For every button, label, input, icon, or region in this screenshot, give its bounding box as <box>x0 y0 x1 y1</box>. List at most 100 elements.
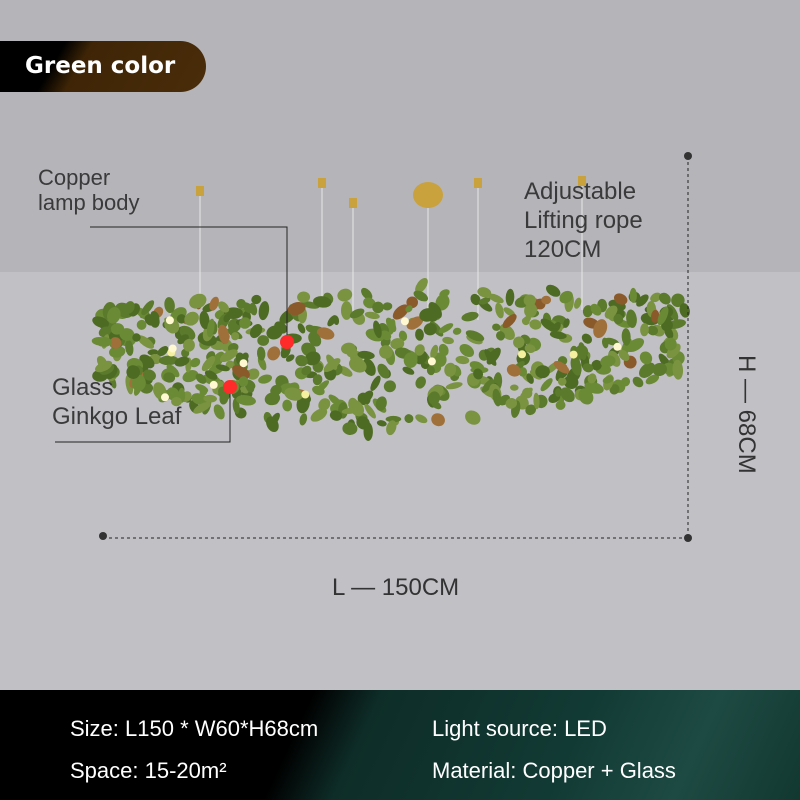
leaf <box>505 288 515 306</box>
leaf <box>209 296 219 311</box>
leaf <box>213 404 225 420</box>
leaf <box>645 374 660 385</box>
leaf <box>206 318 215 338</box>
leaf <box>382 302 393 311</box>
leaf <box>492 323 501 331</box>
length-dimension: L — 150CM <box>332 574 460 601</box>
leaf <box>465 330 485 342</box>
leaf <box>415 328 424 341</box>
leaf <box>203 394 217 403</box>
leaf <box>337 288 353 302</box>
leaf <box>639 351 653 365</box>
leaf <box>218 301 230 313</box>
leaf <box>385 415 402 423</box>
led-bulb <box>168 344 177 353</box>
leaf <box>157 346 169 357</box>
leaf <box>620 377 631 387</box>
leaf <box>305 351 321 366</box>
leaf <box>629 287 637 303</box>
leaf <box>403 352 418 368</box>
spec-light-source: Light source: LED <box>432 716 607 741</box>
leaf <box>318 398 331 411</box>
leaf <box>636 294 649 307</box>
leaf <box>266 325 283 340</box>
leaf <box>570 356 582 376</box>
leaf <box>301 365 312 376</box>
leaf <box>555 388 562 397</box>
leaf <box>383 380 396 393</box>
leaf <box>183 338 195 352</box>
leaf <box>199 310 210 330</box>
led-bulb <box>301 390 310 399</box>
leaf <box>590 303 602 316</box>
leaf <box>435 294 450 311</box>
led-bulb <box>400 317 409 326</box>
leaf <box>282 399 293 412</box>
leaf <box>640 323 649 337</box>
leaf <box>235 352 244 361</box>
leaf <box>106 306 121 324</box>
leaf <box>587 373 597 384</box>
leaf <box>266 416 279 432</box>
leaf <box>431 400 442 410</box>
leaf <box>413 290 429 302</box>
led-bulb <box>239 359 248 368</box>
leaf <box>349 399 365 417</box>
leaf <box>415 414 428 424</box>
leaf <box>520 387 533 399</box>
leaf <box>525 404 537 416</box>
leaf <box>149 314 160 328</box>
leaf <box>524 344 536 353</box>
leaf <box>392 304 409 320</box>
leaf <box>166 364 180 378</box>
leaf <box>163 372 176 383</box>
leaf <box>510 384 519 391</box>
led-bulb <box>161 393 169 402</box>
leaf <box>137 335 155 349</box>
leaf <box>459 344 475 357</box>
leaf <box>563 375 579 389</box>
leaf <box>502 314 517 329</box>
leaf <box>176 314 187 324</box>
leaf <box>470 293 481 306</box>
leaf <box>249 324 263 339</box>
dimension-endpoints <box>99 152 692 542</box>
leaf <box>593 319 608 339</box>
leaf <box>533 392 540 410</box>
leaf <box>469 361 485 372</box>
leaf <box>143 369 156 381</box>
leaf <box>124 301 135 314</box>
leaf <box>524 303 538 318</box>
leaf <box>398 330 408 342</box>
leaf <box>373 320 382 339</box>
leaf <box>652 362 667 376</box>
leaf <box>591 359 602 371</box>
leaf <box>219 392 229 405</box>
leaf <box>189 293 207 309</box>
leaf <box>415 278 428 294</box>
leaf <box>626 309 637 328</box>
leaf <box>671 293 685 308</box>
leaf <box>426 365 435 376</box>
leaf <box>506 364 521 377</box>
leaf <box>363 297 376 309</box>
leaf <box>376 420 387 427</box>
leaf <box>297 291 311 303</box>
copper-body-line2: lamp body <box>38 190 140 215</box>
leaf <box>478 297 491 305</box>
leaf <box>535 365 550 379</box>
led-bulb <box>209 380 218 389</box>
glass-leaf-line2: Ginkgo Leaf <box>52 403 182 430</box>
leaf <box>650 309 660 323</box>
leaf <box>488 293 504 304</box>
leaf <box>513 336 525 349</box>
leaf <box>529 319 542 330</box>
leaf <box>390 338 405 350</box>
leaf <box>578 388 594 405</box>
leaf <box>664 327 674 339</box>
leaf <box>171 396 182 407</box>
leaf <box>109 345 126 358</box>
height-dimension: H — 68CM <box>733 355 760 474</box>
leaf <box>613 293 628 305</box>
leaf <box>285 354 295 362</box>
